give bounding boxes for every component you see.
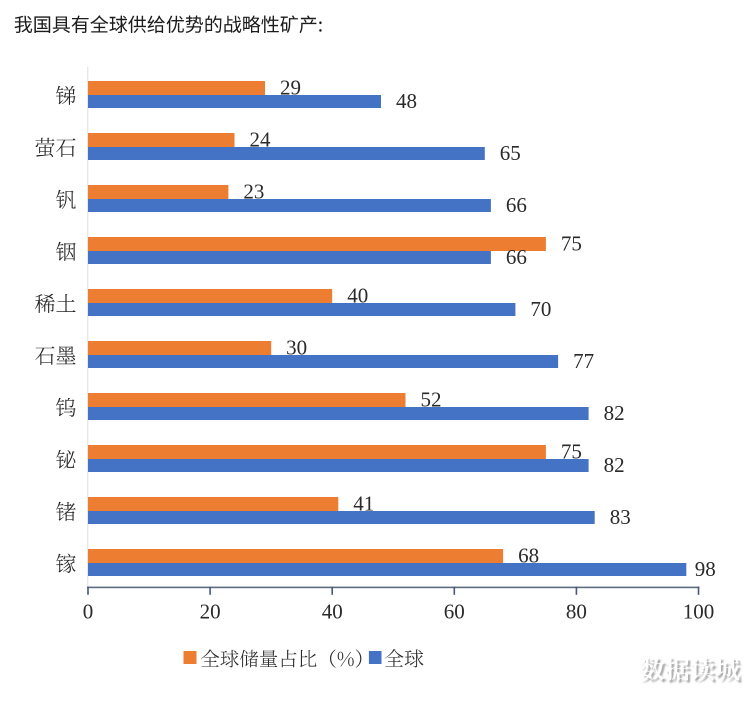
svg-text:60: 60 [444,599,465,623]
svg-text:98: 98 [695,557,716,581]
svg-text:83: 83 [610,505,631,529]
svg-text:23: 23 [243,180,264,204]
svg-text:80: 80 [566,599,587,623]
svg-text:41: 41 [353,492,374,516]
svg-text:66: 66 [506,193,527,217]
svg-text:100: 100 [683,599,715,623]
svg-text:20: 20 [200,599,221,623]
svg-text:77: 77 [573,349,594,373]
svg-text:66: 66 [506,245,527,269]
svg-text:24: 24 [250,128,272,152]
svg-text:30: 30 [286,336,307,360]
svg-text:68: 68 [518,544,539,568]
svg-text:75: 75 [561,440,582,464]
svg-text:29: 29 [280,76,301,100]
svg-text:40: 40 [322,599,343,623]
svg-text:82: 82 [604,453,625,477]
svg-text:70: 70 [530,297,551,321]
svg-text:48: 48 [396,89,417,113]
svg-text:65: 65 [500,141,521,165]
svg-text:75: 75 [561,232,582,256]
svg-text:0: 0 [83,599,94,623]
svg-text:82: 82 [604,401,625,425]
svg-text:52: 52 [421,388,442,412]
svg-text:40: 40 [347,284,368,308]
